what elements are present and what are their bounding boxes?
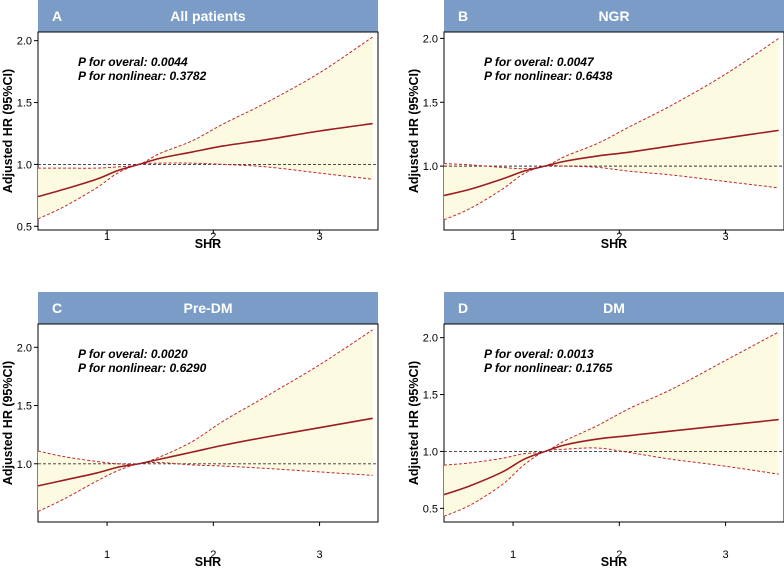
y-axis-ticks: 0.5 1.0 1.5 2.0 (17, 36, 38, 233)
panel-header (444, 0, 784, 32)
x-tick-label: 1 (104, 231, 110, 243)
y-axis-label: Adjusted HR (95%CI) (1, 361, 15, 485)
y-tick-label: 1.5 (423, 97, 438, 109)
ci-upper-line (443, 331, 779, 466)
y-tick-label: 1.0 (423, 446, 438, 458)
y-tick-label: 1.5 (17, 401, 32, 413)
x-tick-label: 2 (616, 549, 622, 561)
y-tick-label: 1.5 (423, 390, 438, 402)
hr-curve (443, 129, 779, 197)
panel-letter: D (458, 300, 468, 316)
panel-letter: C (52, 300, 62, 316)
y-tick-label: 0.5 (17, 221, 32, 233)
ci-band (444, 331, 779, 517)
ci-band (444, 38, 779, 220)
x-tick-label: 1 (510, 231, 516, 243)
x-axis-label: SHR (195, 555, 221, 569)
ci-band (38, 36, 373, 219)
hr-curve (443, 418, 779, 496)
p-nonlinear-annotation: P for nonlinear: 0.1765 (484, 361, 613, 375)
y-tick-label: 2.0 (17, 36, 32, 48)
ci-lower-line (443, 165, 779, 221)
x-tick-label: 1 (104, 549, 110, 561)
y-tick-label: 2.0 (423, 333, 438, 345)
panel-title: NGR (598, 8, 629, 24)
plot-area: P for overal: 0.0020 P for nonlinear: 0.… (37, 329, 378, 512)
panel-a: A All patients P for overal: 0.0044 P fo… (1, 0, 379, 251)
p-overall-annotation: P for overal: 0.0047 (484, 55, 595, 69)
y-tick-label: 1.5 (17, 98, 32, 110)
hr-curve (37, 122, 373, 198)
plot-area: P for overal: 0.0013 P for nonlinear: 0.… (443, 331, 784, 517)
panel-header (38, 0, 378, 32)
p-nonlinear-annotation: P for nonlinear: 0.3782 (78, 69, 207, 83)
ci-upper-line (443, 37, 779, 170)
x-axis-ticks: 1 2 3 (510, 230, 729, 243)
hr-curve (37, 417, 373, 487)
x-tick-label: 3 (723, 549, 729, 561)
x-axis-ticks: 1 2 3 (104, 230, 323, 243)
plot-area: P for overal: 0.0047 P for nonlinear: 0.… (443, 37, 784, 221)
panel-title: DM (603, 300, 625, 316)
plot-area: P for overal: 0.0044 P for nonlinear: 0.… (37, 36, 378, 220)
y-axis-label: Adjusted HR (95%CI) (407, 361, 421, 485)
y-tick-label: 2.0 (17, 342, 32, 354)
panel-d: D DM P for overal: 0.0013 P for nonlinea… (407, 292, 784, 569)
y-axis-ticks: 1.0 1.5 2.0 (17, 342, 38, 471)
x-axis-ticks: 1 2 3 (104, 522, 323, 561)
x-tick-label: 2 (210, 231, 216, 243)
x-axis-label: SHR (601, 555, 627, 569)
p-nonlinear-annotation: P for nonlinear: 0.6438 (484, 69, 613, 83)
ci-lower-line (37, 162, 373, 220)
y-tick-label: 2.0 (423, 33, 438, 45)
y-axis-ticks: 1.0 1.5 2.0 (423, 33, 444, 173)
panel-title: All patients (170, 8, 246, 24)
x-tick-label: 2 (616, 231, 622, 243)
panel-header (444, 292, 784, 324)
y-axis-label: Adjusted HR (95%CI) (407, 69, 421, 193)
panel-c: C Pre-DM P for overal: 0.0020 P for nonl… (1, 292, 379, 569)
ci-upper-line (37, 36, 373, 169)
ci-lower-line (37, 462, 373, 512)
p-nonlinear-annotation: P for nonlinear: 0.6290 (78, 361, 207, 375)
panel-letter: A (52, 8, 62, 24)
x-axis-label: SHR (601, 237, 627, 251)
y-axis-ticks: 0.5 1.0 1.5 2.0 (423, 333, 444, 515)
x-tick-label: 3 (317, 549, 323, 561)
panel-header (38, 292, 378, 324)
panel-b: B NGR P for overal: 0.0047 P for nonline… (407, 0, 784, 251)
x-axis-ticks: 1 2 3 (510, 522, 729, 561)
x-tick-label: 2 (210, 549, 216, 561)
x-tick-label: 3 (317, 231, 323, 243)
x-axis-label: SHR (195, 237, 221, 251)
ci-upper-line (37, 329, 373, 465)
ci-lower-line (443, 447, 779, 517)
p-overall-annotation: P for overal: 0.0020 (78, 347, 188, 361)
y-axis-label: Adjusted HR (95%CI) (1, 69, 15, 193)
x-tick-label: 3 (723, 231, 729, 243)
p-overall-annotation: P for overal: 0.0013 (484, 347, 594, 361)
x-tick-label: 1 (510, 549, 516, 561)
p-overall-annotation: P for overal: 0.0044 (78, 55, 188, 69)
y-tick-label: 0.5 (423, 503, 438, 515)
panel-letter: B (458, 8, 468, 24)
y-tick-label: 1.0 (17, 459, 32, 471)
panel-title: Pre-DM (183, 300, 232, 316)
y-tick-label: 1.0 (423, 161, 438, 173)
y-tick-label: 1.0 (17, 159, 32, 171)
